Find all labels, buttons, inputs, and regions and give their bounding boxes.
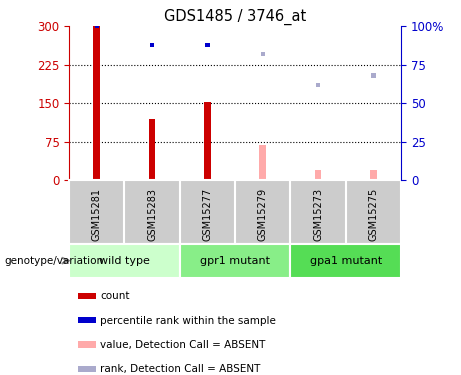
Bar xyxy=(370,170,377,180)
Text: value, Detection Call = ABSENT: value, Detection Call = ABSENT xyxy=(100,340,265,350)
Text: percentile rank within the sample: percentile rank within the sample xyxy=(100,316,276,326)
Bar xyxy=(69,244,180,278)
Text: GSM15281: GSM15281 xyxy=(92,188,102,241)
Title: GDS1485 / 3746_at: GDS1485 / 3746_at xyxy=(164,9,306,25)
Text: rank, Detection Call = ABSENT: rank, Detection Call = ABSENT xyxy=(100,364,260,374)
Bar xyxy=(180,244,290,278)
Text: count: count xyxy=(100,291,130,301)
Bar xyxy=(150,43,154,47)
Bar xyxy=(205,43,210,47)
Text: GSM15275: GSM15275 xyxy=(368,188,378,241)
Text: GSM15283: GSM15283 xyxy=(147,188,157,241)
Text: wild type: wild type xyxy=(99,256,150,266)
Bar xyxy=(260,52,265,56)
Bar xyxy=(78,341,96,348)
Bar xyxy=(78,366,96,372)
Text: GSM15277: GSM15277 xyxy=(202,188,213,241)
Bar xyxy=(78,292,96,299)
Bar xyxy=(260,145,266,180)
Text: gpa1 mutant: gpa1 mutant xyxy=(310,256,382,266)
Bar xyxy=(315,170,321,180)
Text: GSM15279: GSM15279 xyxy=(258,188,268,241)
Text: genotype/variation: genotype/variation xyxy=(5,256,104,266)
Bar xyxy=(94,26,100,180)
Text: gpr1 mutant: gpr1 mutant xyxy=(200,256,270,266)
Text: GSM15273: GSM15273 xyxy=(313,188,323,241)
Bar xyxy=(290,244,401,278)
Bar xyxy=(204,102,211,180)
Bar xyxy=(371,74,376,78)
Bar xyxy=(95,24,99,28)
Bar xyxy=(78,317,96,323)
Bar xyxy=(316,82,320,87)
Bar xyxy=(149,118,155,180)
